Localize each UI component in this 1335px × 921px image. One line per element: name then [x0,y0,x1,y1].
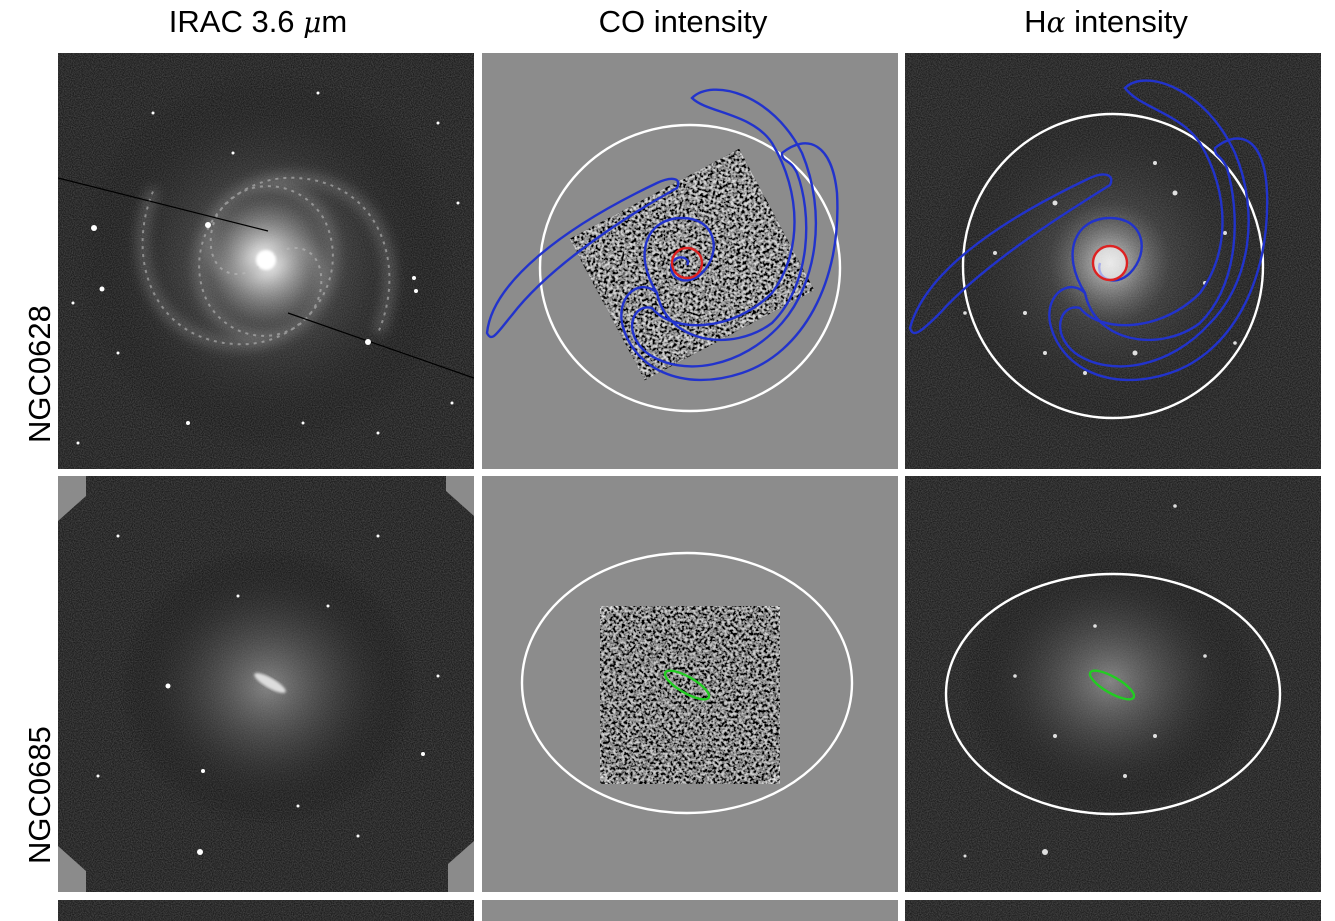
galaxy-image [58,53,474,469]
bar-ellipse [663,669,711,701]
spiral-arm-contours [485,88,839,382]
image-irac-ngc0685 [58,476,474,892]
row-label-ngc0685: NGC0685 [22,726,57,864]
image-co-ngc0628 [482,53,898,469]
galaxy-image [58,900,474,921]
halpha-image [905,900,1321,921]
title-text: IRAC 3.6 [168,4,304,39]
disk-ellipse [961,112,1265,420]
image-co-row3 [482,900,898,921]
disk-ellipse [520,551,854,815]
row-label-ngc0628: NGC0628 [22,305,57,443]
halpha-image [905,476,1321,892]
co-map [482,476,898,892]
column-title-co: CO intensity [473,2,893,42]
halpha-image [905,53,1321,469]
image-halpha-ngc0628 [905,53,1321,469]
bar-ellipse [1088,669,1136,701]
co-map [482,900,898,921]
image-irac-row3 [58,900,474,921]
title-text: CO intensity [598,4,768,39]
disk-ellipse [538,123,842,413]
title-text: H [1024,4,1047,39]
title-math: μ [303,6,322,39]
galaxy-image [58,476,474,892]
co-map [482,53,898,469]
title-text: intensity [1065,4,1188,39]
title-math: α [1046,6,1066,39]
image-halpha-row3 [905,900,1321,921]
center-ring [1091,244,1129,282]
title-text: m [321,4,348,39]
image-irac-ngc0628 [58,53,474,469]
column-title-halpha: Hα intensity [896,2,1316,42]
image-co-ngc0685 [482,476,898,892]
image-halpha-ngc0685 [905,476,1321,892]
column-title-irac: IRAC 3.6 μm [48,2,468,42]
disk-ellipse [944,572,1282,816]
center-ring [670,246,704,280]
